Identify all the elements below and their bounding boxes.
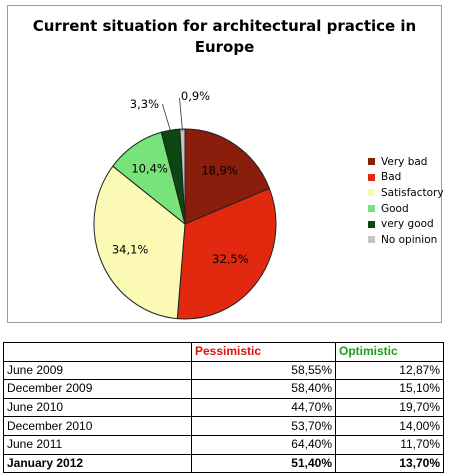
- cell-pessimistic: 53,70%: [191, 416, 336, 436]
- legend-swatch: [368, 220, 375, 228]
- legend-item: No opinion: [368, 232, 444, 248]
- slice-value-label: 0,9%: [181, 89, 210, 103]
- table-header-row: Pessimistic Optimistic: [3, 342, 444, 362]
- legend-label: Satisfactory: [381, 186, 444, 199]
- label-leader-line: [179, 97, 183, 131]
- slice-value-label: 34,1%: [112, 242, 149, 256]
- pie-slice-bad: [176, 187, 277, 320]
- slice-value-label: 18,9%: [201, 163, 238, 177]
- chart-legend: Very bad Bad Satisfactory Good very good No o…: [368, 154, 444, 248]
- cell-optimistic: 19,70%: [335, 397, 444, 418]
- cell-period: June 2009: [3, 360, 192, 381]
- pie-slice-very-bad: [184, 128, 271, 225]
- cell-period: January 2012: [3, 453, 192, 474]
- pie-chart-frame: Current situation for architectural prac…: [7, 5, 444, 323]
- legend-swatch: [368, 189, 375, 197]
- cell-pessimistic: 44,70%: [191, 397, 336, 418]
- slice-value-label: 32,5%: [212, 252, 249, 266]
- legend-swatch: [368, 236, 375, 244]
- slice-value-label: 3,3%: [130, 97, 159, 111]
- cell-pessimistic: 64,40%: [191, 434, 336, 455]
- table-row: June 2010 44,70% 19,70%: [3, 397, 444, 418]
- pie-chart: 18,9% 32,5% 34,1% 10,4% 3,3% 0,9%: [93, 89, 277, 320]
- sentiment-table: Pessimistic Optimistic June 2009 58,55% 12…: [3, 342, 444, 474]
- cell-optimistic: 15,10%: [335, 379, 444, 399]
- cell-period: June 2011: [3, 434, 192, 455]
- legend-item: Bad: [368, 170, 444, 186]
- cell-optimistic: 14,00%: [335, 416, 444, 436]
- cell-pessimistic: 58,55%: [191, 360, 336, 381]
- cell-period: December 2010: [3, 416, 192, 436]
- cell-optimistic: 12,87%: [335, 360, 444, 381]
- table-row: December 2010 53,70% 14,00%: [3, 416, 444, 436]
- legend-swatch: [368, 173, 375, 181]
- legend-label: Good: [381, 202, 409, 215]
- pie-slice-satisfactory: [93, 165, 186, 320]
- cell-optimistic: 11,70%: [335, 434, 444, 455]
- legend-item: Satisfactory: [368, 185, 444, 201]
- table-row: January 2012 51,40% 13,70%: [3, 453, 444, 474]
- cell-pessimistic: 51,40%: [191, 453, 336, 474]
- table-row: December 2009 58,40% 15,10%: [3, 379, 444, 399]
- legend-label: Bad: [381, 171, 402, 184]
- label-leader-line: [162, 103, 172, 133]
- legend-swatch: [368, 158, 375, 166]
- legend-label: No opinion: [381, 233, 438, 246]
- cell-optimistic: 13,70%: [335, 453, 444, 474]
- cell-pessimistic: 58,40%: [191, 379, 336, 399]
- header-period: [3, 342, 192, 362]
- table-row: June 2009 58,55% 12,87%: [3, 360, 444, 381]
- legend-swatch: [368, 205, 375, 213]
- legend-item: Good: [368, 201, 444, 217]
- chart-title: Current situation for architectural prac…: [32, 17, 417, 56]
- legend-item: Very bad: [368, 154, 444, 170]
- legend-label: very good: [381, 218, 434, 231]
- legend-item: very good: [368, 216, 444, 232]
- table-row: June 2011 64,40% 11,70%: [3, 434, 444, 455]
- header-pessimistic: Pessimistic: [191, 342, 336, 362]
- cell-period: December 2009: [3, 379, 192, 399]
- slice-value-label: 10,4%: [131, 162, 168, 176]
- legend-label: Very bad: [381, 155, 428, 168]
- header-optimistic: Optimistic: [335, 342, 444, 362]
- cell-period: June 2010: [3, 397, 192, 418]
